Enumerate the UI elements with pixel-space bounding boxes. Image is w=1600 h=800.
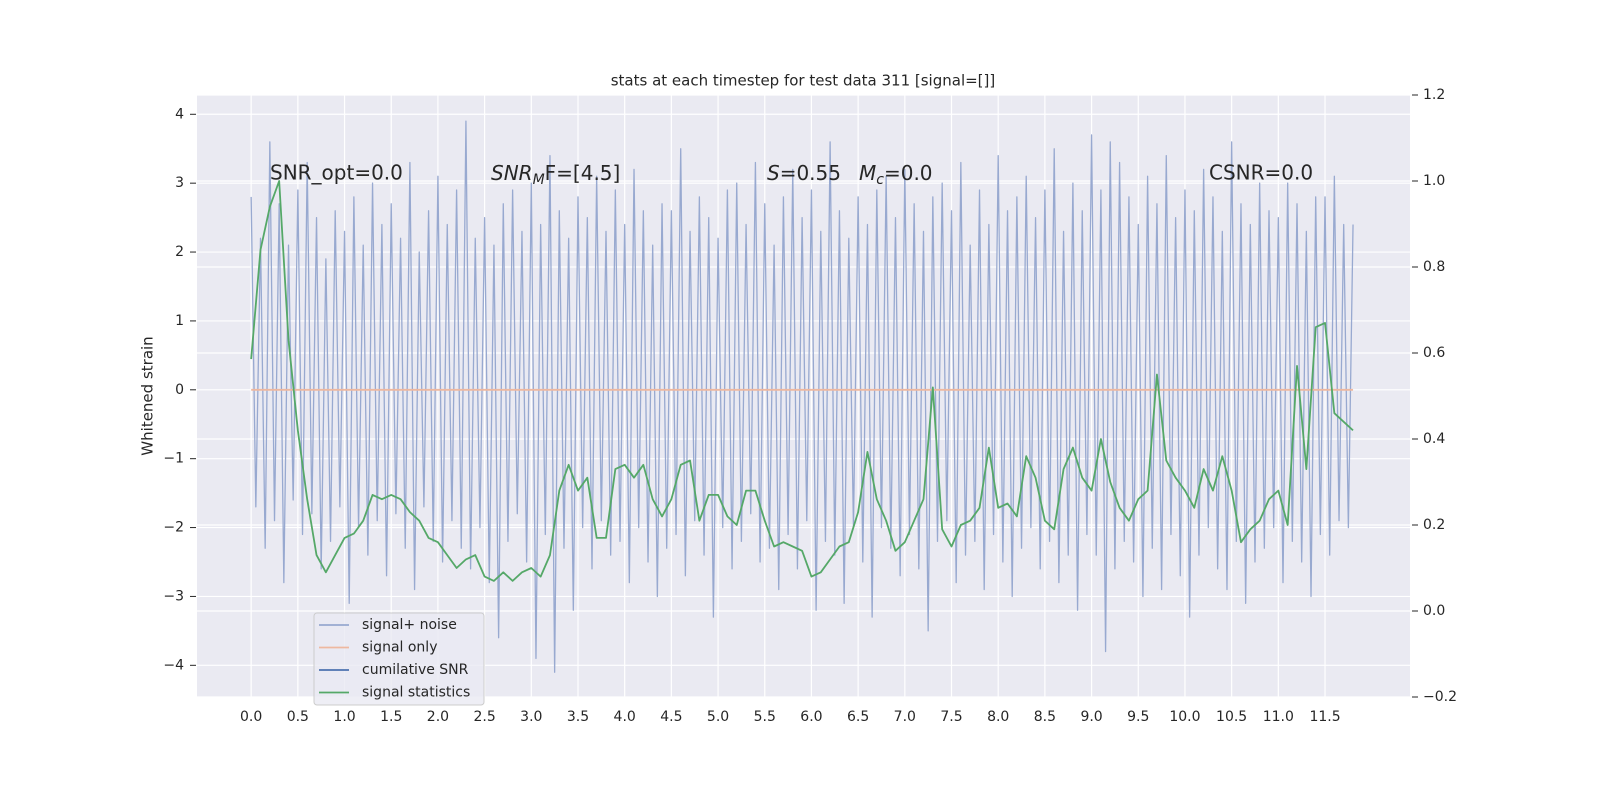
x-tick-label: 3.0 xyxy=(520,709,542,725)
annotation-part: F=[4.5] xyxy=(545,161,621,185)
annotation-part: S xyxy=(767,161,780,185)
x-tick-label: 1.0 xyxy=(333,709,355,725)
y2-tick-label: 1.0 xyxy=(1423,173,1445,189)
x-tick-label: 2.5 xyxy=(473,709,495,725)
annotation-part: SNR xyxy=(491,161,533,185)
annotation-part: =0.55 xyxy=(780,161,841,185)
y2-tick-label: 0.8 xyxy=(1423,259,1445,275)
x-tick-label: 6.5 xyxy=(847,709,869,725)
x-tick-label: 11.0 xyxy=(1263,709,1294,725)
y-tick-label: −1 xyxy=(163,451,184,467)
x-tick-label: 0.0 xyxy=(240,709,262,725)
annotation-part: c xyxy=(876,172,884,188)
y2-tick-label: 0.6 xyxy=(1423,345,1445,361)
x-tick-label: 10.5 xyxy=(1216,709,1247,725)
series-line xyxy=(250,120,1354,673)
annotation-part: M xyxy=(859,161,876,185)
annotation: SNRMF=[4.5] xyxy=(491,161,620,189)
marks xyxy=(250,120,1354,673)
x-tick-label: 9.5 xyxy=(1127,709,1149,725)
y2-tick-label: 0.2 xyxy=(1423,517,1445,533)
y2-tick-label: 1.2 xyxy=(1423,87,1445,103)
y-tick-label: −3 xyxy=(163,588,184,604)
legend-label: signal only xyxy=(362,640,437,656)
x-tick-label: 5.5 xyxy=(754,709,776,725)
x-tick-label: 8.0 xyxy=(987,709,1009,725)
annotation: S=0.55 xyxy=(767,161,841,185)
chart-title: stats at each timestep for test data 311… xyxy=(611,72,996,90)
x-tick-label: 8.5 xyxy=(1034,709,1056,725)
x-tick-label: 5.0 xyxy=(707,709,729,725)
y-tick-label: 1 xyxy=(175,313,184,329)
x-tick-label: 1.5 xyxy=(380,709,402,725)
y-tick-label: 3 xyxy=(175,175,184,191)
x-tick-label: 10.0 xyxy=(1169,709,1200,725)
annotation: CSNR=0.0 xyxy=(1209,161,1313,185)
y-tick-label: −4 xyxy=(163,657,184,673)
annotation: Mc=0.0 xyxy=(859,161,933,189)
y-tick-label: −2 xyxy=(163,520,184,536)
x-tick-label: 9.0 xyxy=(1080,709,1102,725)
y-tick-label: 0 xyxy=(175,382,184,398)
y-tick-label: 2 xyxy=(175,244,184,260)
x-tick-label: 7.5 xyxy=(940,709,962,725)
x-tick-label: 6.0 xyxy=(800,709,822,725)
annotation-part: M xyxy=(533,172,545,188)
x-tick-label: 11.5 xyxy=(1309,709,1340,725)
x-tick-label: 2.0 xyxy=(427,709,449,725)
y-axis-label: Whitened strain xyxy=(139,336,157,455)
x-tick-label: 4.5 xyxy=(660,709,682,725)
annotation-part: =0.0 xyxy=(884,161,933,185)
axes: 0.0 0.5 1.0 1.5 2.0 2.5 3.0 3.5 4.0 4.5 5.0 5.5 6.0 6… xyxy=(163,87,1457,725)
x-tick-label: 4.0 xyxy=(614,709,636,725)
legend-label: signal statistics xyxy=(362,685,470,701)
x-tick-label: 3.5 xyxy=(567,709,589,725)
legend-label: cumilative SNR xyxy=(362,662,469,678)
legend: signal+ noise signal only cumilative SNR si… xyxy=(313,612,485,706)
legend-label: signal+ noise xyxy=(362,617,457,633)
series-line xyxy=(250,180,1354,582)
y2-tick-label: 0.4 xyxy=(1423,431,1445,447)
x-tick-label: 7.0 xyxy=(894,709,916,725)
y2-tick-label: −0.2 xyxy=(1423,689,1457,705)
x-tick-label: 0.5 xyxy=(287,709,309,725)
y2-tick-label: 0.0 xyxy=(1423,603,1445,619)
annotation: SNR_opt=0.0 xyxy=(270,161,403,185)
legend-box xyxy=(313,612,485,706)
y-tick-label: 4 xyxy=(175,106,184,122)
